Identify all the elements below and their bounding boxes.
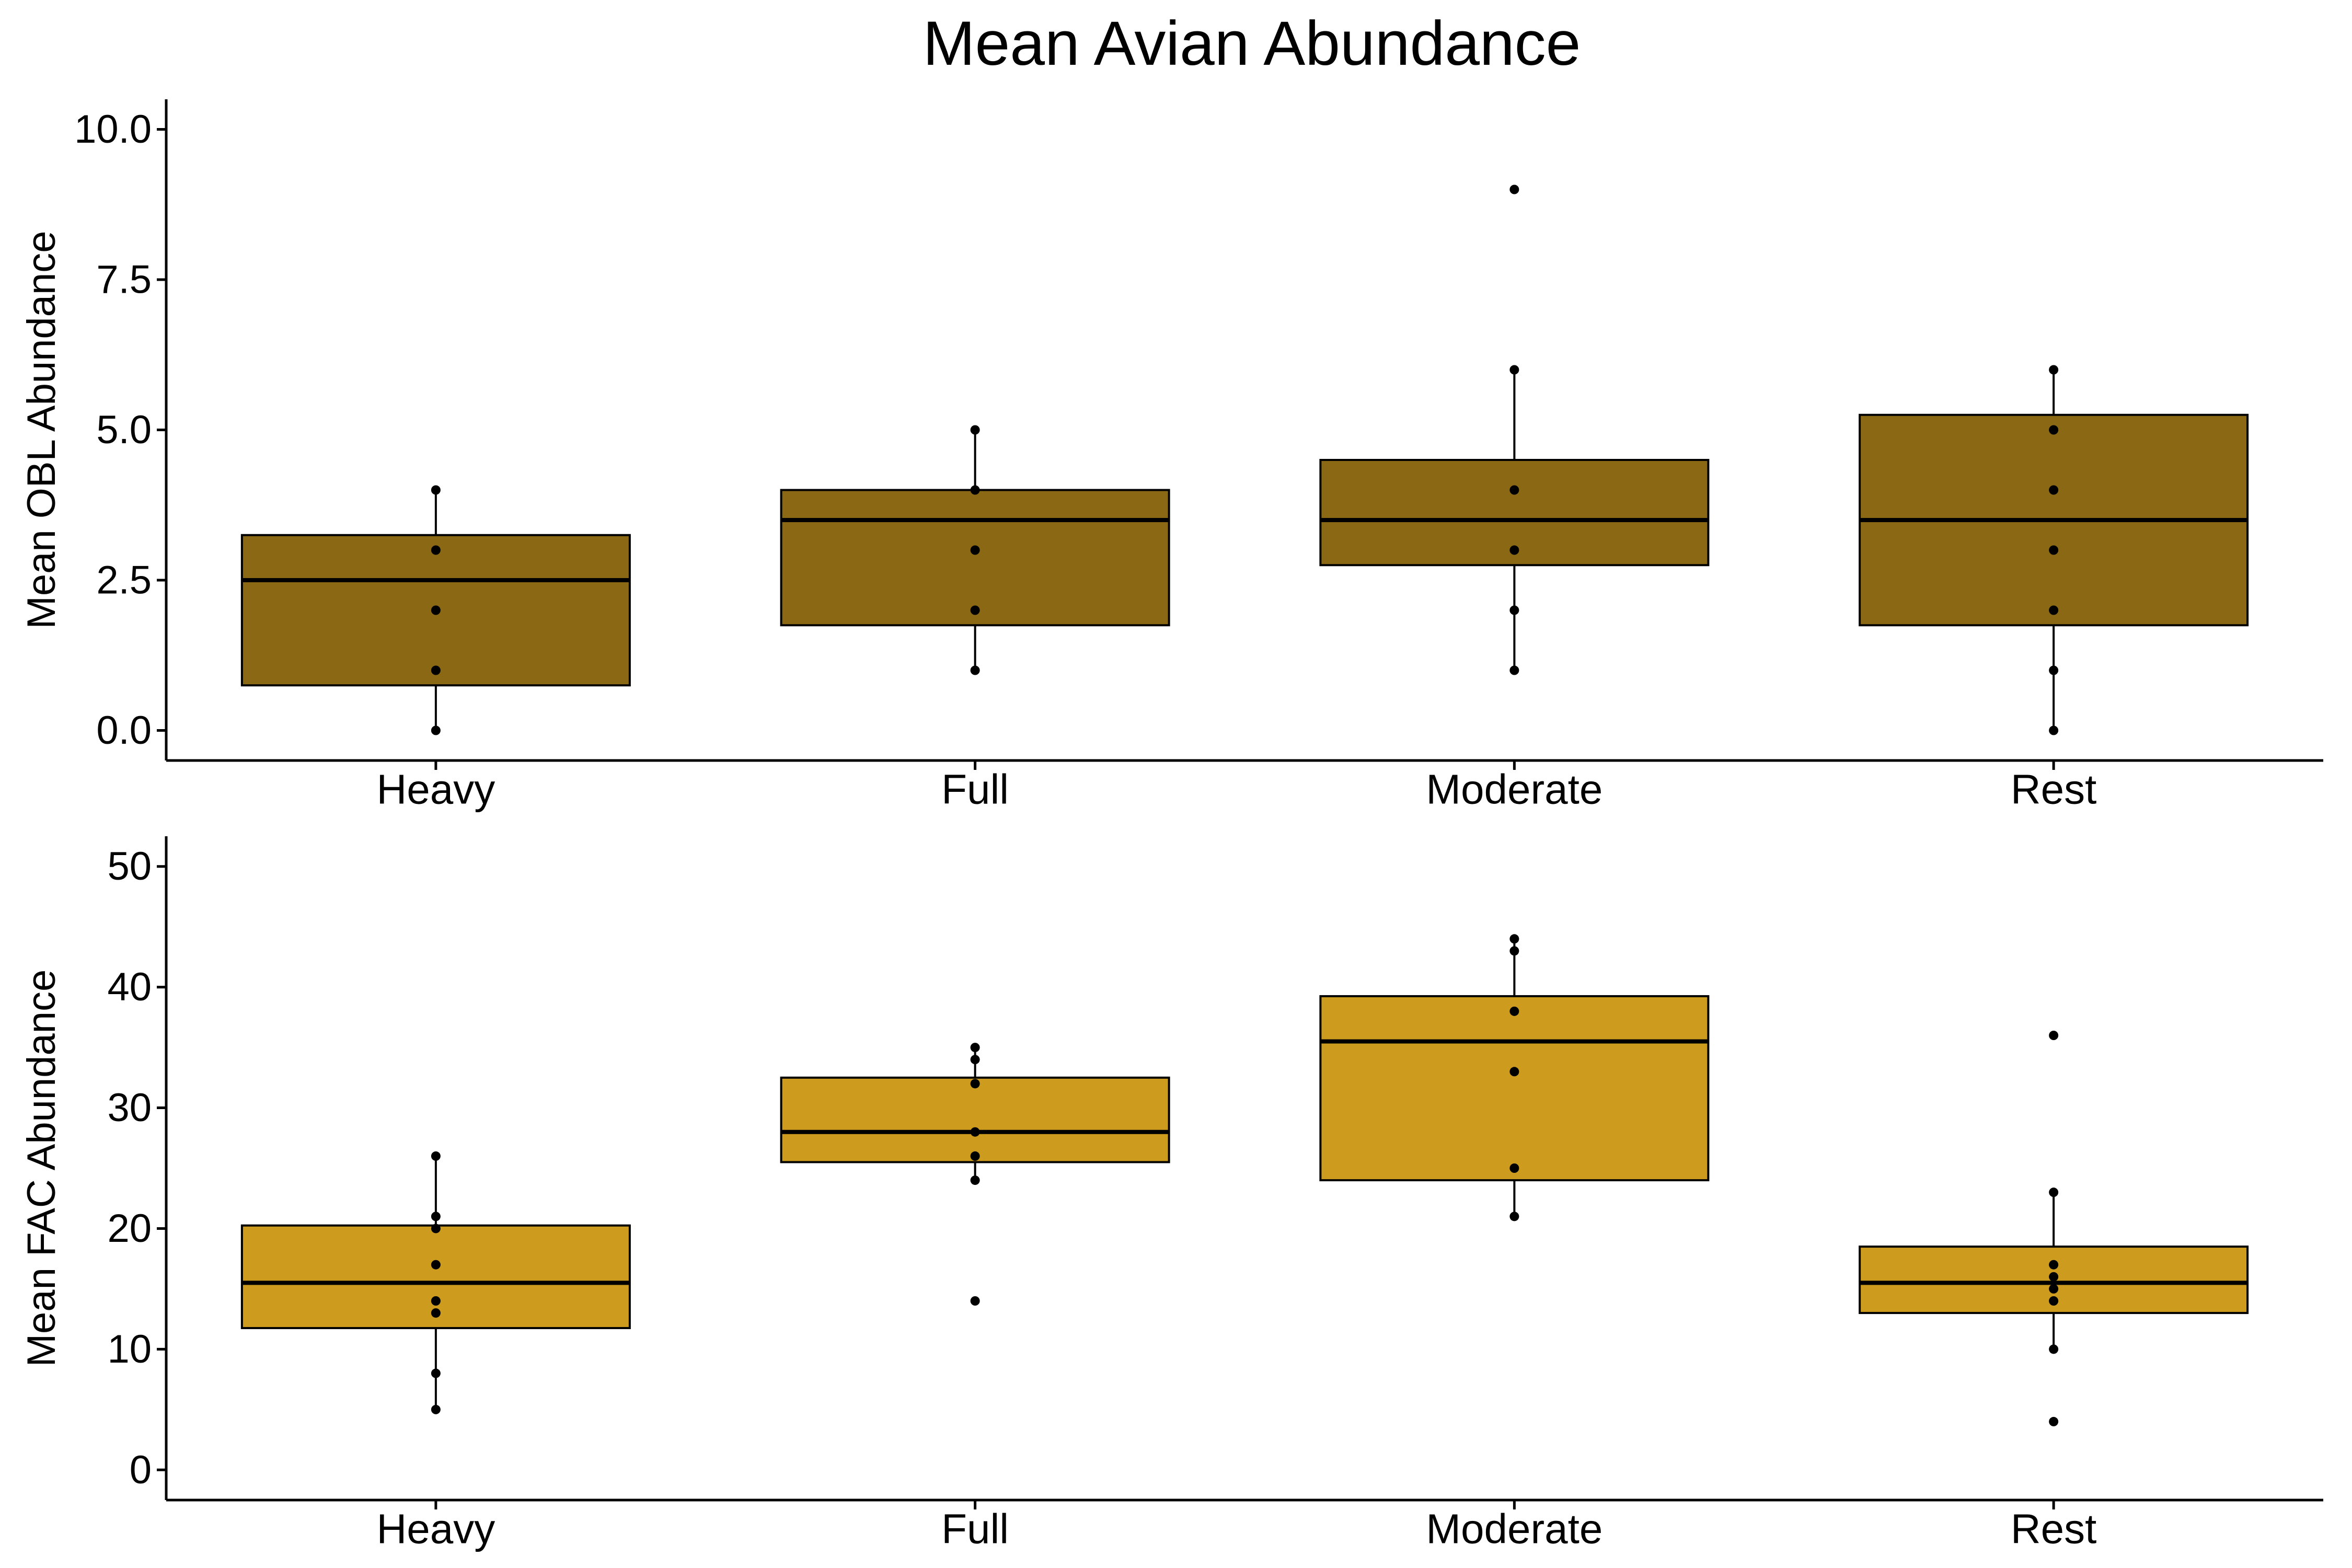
data-point [2049,1187,2059,1197]
data-point [970,605,980,615]
box-iqr [1319,995,1710,1182]
data-point [2049,665,2059,675]
x-tick-label: Moderate [1426,1506,1602,1552]
data-point [1509,1006,1519,1016]
data-point [2049,1272,2059,1282]
data-point [970,1079,980,1089]
data-point [970,1296,980,1306]
data-point [431,1296,441,1306]
data-point [1509,665,1519,675]
data-point [1509,485,1519,495]
y-tick-label: 0 [130,1448,152,1492]
data-point [1509,1067,1519,1077]
data-point [431,485,441,495]
data-point [970,545,980,555]
data-point [970,425,980,435]
data-point [1509,1163,1519,1173]
y-axis-title: Mean FAC Abundance [19,970,64,1367]
data-point [431,1224,441,1233]
data-point [2049,725,2059,735]
y-tick-label: 2.5 [96,558,152,603]
data-point [431,1212,441,1221]
x-tick-label: Full [941,766,1009,813]
panel-obl: 0.0 2.5 5.0 7.5 10.0 Mean OBL Abundance Heavy F… [19,99,2323,813]
x-tick-label: Rest [2011,1506,2097,1552]
y-axis-title: Mean OBL Abundance [19,231,64,629]
data-point [970,1175,980,1185]
y-tick-label: 10.0 [74,107,152,152]
y-tick-label: 5.0 [96,408,152,452]
data-point [2049,1296,2059,1306]
x-tick-label: Moderate [1426,766,1602,813]
box-group [240,485,631,735]
data-point [1509,934,1519,944]
data-point [1509,365,1519,375]
y-tick-label: 0.0 [96,708,152,753]
y-tick-label: 50 [107,844,152,889]
data-point [431,725,441,735]
data-point [431,1308,441,1318]
data-point [1509,1212,1519,1221]
data-point [2049,545,2059,555]
data-point [1509,545,1519,555]
data-point [2049,1284,2059,1294]
data-point [431,665,441,675]
box-group [240,1151,631,1414]
data-point [431,545,441,555]
box-group [1319,934,1710,1221]
data-point [970,1127,980,1137]
data-point [1509,605,1519,615]
data-point [2049,1260,2059,1270]
box-iqr [780,1076,1170,1163]
data-point [431,605,441,615]
data-point [1509,946,1519,956]
box-group [1319,185,1710,675]
box-group [780,1043,1170,1306]
y-tick-label: 20 [107,1206,152,1251]
y-tick-label: 30 [107,1086,152,1130]
data-point [2049,1416,2059,1426]
data-point [2049,365,2059,375]
data-point [431,1260,441,1270]
box-group [1859,365,2249,735]
x-tick-label: Full [941,1506,1009,1552]
chart-title: Mean Avian Abundance [923,8,1581,78]
data-point [2049,605,2059,615]
data-point [2049,425,2059,435]
data-point [431,1404,441,1414]
data-point [2049,1031,2059,1040]
data-point [431,1368,441,1378]
data-point [431,1151,441,1161]
x-tick-label: Rest [2011,766,2097,813]
data-point [970,485,980,495]
data-point [970,1151,980,1161]
data-point [970,1043,980,1053]
box-iqr [780,489,1170,627]
box-group [1859,1031,2249,1426]
x-tick-label: Heavy [376,1506,495,1552]
data-point [2049,1344,2059,1354]
box-group [780,425,1170,675]
x-tick-label: Heavy [376,766,495,813]
data-point [2049,485,2059,495]
panel-fac: 0 10 20 30 40 50 Mean FAC Abundance Heavy Full Mo… [19,836,2323,1552]
y-tick-label: 10 [107,1327,152,1371]
data-point [970,665,980,675]
y-tick-label: 7.5 [96,258,152,302]
data-point [970,1055,980,1065]
data-point [1509,185,1519,194]
y-tick-label: 40 [107,965,152,1009]
